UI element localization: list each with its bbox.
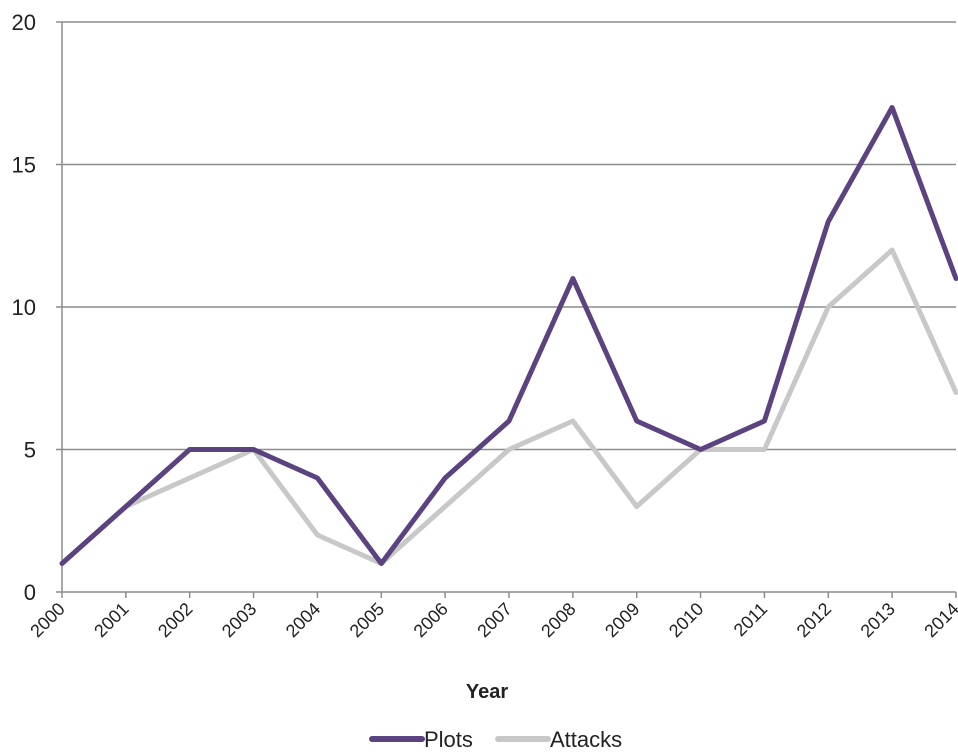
series-line-attacks <box>59 247 958 566</box>
legend: Plots Attacks <box>369 727 622 752</box>
x-tick-label: 2001 <box>90 599 132 641</box>
x-tick-label: 2007 <box>473 599 515 641</box>
x-tick-label: 2009 <box>601 599 643 641</box>
x-tick-labels: 2000 2001 2002 2003 2004 2005 2006 2007 2008 2009… <box>26 599 958 641</box>
series-lines <box>59 105 958 566</box>
y-tick-label: 15 <box>12 153 36 178</box>
y-tick-labels: 0 5 10 15 20 <box>12 10 36 605</box>
y-tick-label: 20 <box>12 10 36 35</box>
x-axis-title: Year <box>466 681 508 703</box>
x-tick-label: 2002 <box>154 599 196 641</box>
x-tick-label: 2000 <box>26 599 68 641</box>
x-tick-label: 2005 <box>346 599 388 641</box>
y-tick-label: 5 <box>24 438 36 463</box>
x-tick-label: 2008 <box>537 599 579 641</box>
x-tick-label: 2006 <box>410 599 452 641</box>
x-tick-label: 2014 <box>920 599 958 641</box>
x-tick-label: 2013 <box>857 599 899 641</box>
x-tick-label: 2003 <box>218 599 260 641</box>
y-tick-label: 10 <box>12 295 36 320</box>
y-tick-label: 0 <box>24 580 36 605</box>
x-tick-label: 2012 <box>793 599 835 641</box>
x-tick-label: 2004 <box>282 599 324 641</box>
axes <box>56 21 957 598</box>
series-line-plots <box>59 105 958 566</box>
legend-label-attacks: Attacks <box>550 727 622 751</box>
x-tick-label: 2010 <box>665 599 707 641</box>
x-tick-label: 2011 <box>730 599 772 641</box>
legend-label-plots: Plots <box>424 727 473 751</box>
